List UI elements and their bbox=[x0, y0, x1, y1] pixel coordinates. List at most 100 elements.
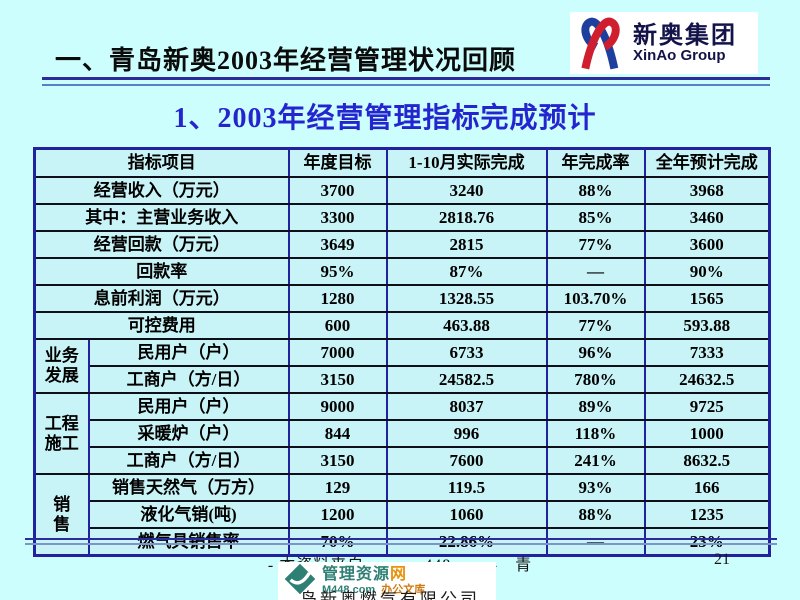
company-logo: 新奥集团 XinAo Group bbox=[570, 12, 758, 74]
indicator-label: 液化气销(吨) bbox=[87, 500, 290, 529]
table-cell: 103.70% bbox=[545, 284, 646, 313]
table-cell: 996 bbox=[385, 419, 548, 448]
table-cell: 1060 bbox=[385, 500, 548, 529]
watermark-badge: 管理资源网 M448.com 办公文库 bbox=[278, 562, 496, 600]
table-cell: 1280 bbox=[287, 284, 388, 313]
table-cell: 593.88 bbox=[643, 311, 771, 340]
table-cell: 2815 bbox=[385, 230, 548, 259]
table-cell: 9725 bbox=[643, 392, 771, 421]
table-cell: 89% bbox=[545, 392, 646, 421]
table-cell: 24632.5 bbox=[643, 365, 771, 394]
table-row: 液化气销(吨) 1200 1060 88% 1235 bbox=[35, 500, 771, 529]
table-cell: 88% bbox=[545, 500, 646, 529]
table-cell: 1565 bbox=[643, 284, 771, 313]
table-row: 工商户（方/日） 3150 24582.5 780% 24632.5 bbox=[35, 365, 771, 394]
watermark-domain: M448.com bbox=[322, 583, 376, 596]
section-subtitle: 1、2003年经营管理指标完成预计 bbox=[173, 103, 597, 134]
table-row: 业务 发展 民用户（户） 7000 6733 96% 7333 bbox=[33, 338, 771, 394]
table-cell: 9000 bbox=[287, 392, 388, 421]
indicator-label: 民用户（户） bbox=[87, 338, 290, 367]
table-cell: 24582.5 bbox=[385, 365, 548, 394]
table-cell: 1200 bbox=[287, 500, 388, 529]
watermark-domain-line: M448.com 办公文库 bbox=[322, 584, 425, 596]
table-row: 可控费用 600 463.88 77% 593.88 bbox=[33, 311, 771, 340]
column-header: 1-10月实际完成 bbox=[385, 147, 548, 178]
title-underline-primary bbox=[42, 77, 770, 80]
watermark-text-block: 管理资源网 M448.com 办公文库 bbox=[322, 566, 425, 596]
table-cell: 70% bbox=[287, 527, 388, 557]
indicator-label: 民用户（户） bbox=[87, 392, 290, 421]
logo-name-en: XinAo Group bbox=[633, 46, 726, 64]
table-row: 工程 施工 民用户（户） 9000 8037 89% 9725 bbox=[33, 392, 771, 475]
table-cell: 780% bbox=[545, 365, 646, 394]
watermark-net-icon: 网 bbox=[390, 566, 408, 584]
table-cell: 3150 bbox=[287, 365, 388, 394]
watermark-site-name-main: 管理资源 bbox=[322, 566, 391, 584]
table-cell: 3300 bbox=[287, 203, 388, 232]
table-cell: 844 bbox=[287, 419, 388, 448]
table-cell: 600 bbox=[287, 311, 388, 340]
indicator-label: 经营收入（万元） bbox=[33, 176, 290, 205]
column-header: 年度目标 bbox=[287, 147, 388, 178]
column-header: 全年预计完成 bbox=[643, 147, 771, 178]
ribbon-logo-icon bbox=[576, 12, 628, 75]
table-cell: 90% bbox=[643, 257, 771, 286]
table-row: 销 售销售天然气（万方） 129 119.5 93% 166 bbox=[33, 473, 771, 557]
table-cell: 77% bbox=[545, 311, 646, 340]
table-row: 其中：主营业务收入 3300 2818.76 85% 3460 bbox=[33, 203, 771, 232]
table-cell: 23% bbox=[643, 527, 771, 557]
table-row: 工商户（方/日） 3150 7600 241% 8632.5 bbox=[35, 446, 771, 475]
table-cell: 1000 bbox=[643, 419, 771, 448]
table-cell: 119.5 bbox=[385, 473, 548, 502]
indicator-label: 工商户（方/日） bbox=[87, 365, 290, 394]
table-cell: 1328.55 bbox=[385, 284, 548, 313]
watermark-site-name: 管理资源网 bbox=[322, 566, 425, 584]
table-cell: 3150 bbox=[287, 446, 388, 475]
table-cell: 3700 bbox=[287, 176, 388, 205]
column-header: 指标项目 bbox=[33, 147, 290, 178]
table-cell: 96% bbox=[545, 338, 646, 367]
logo-name-cn: 新奥集团 bbox=[633, 21, 737, 49]
row-group-label: 工程 施工 bbox=[33, 392, 90, 475]
table-cell: 8632.5 bbox=[643, 446, 771, 475]
table-cell: — bbox=[545, 257, 646, 286]
indicator-label: 其中：主营业务收入 bbox=[33, 203, 290, 232]
table-cell: 3240 bbox=[385, 176, 548, 205]
table-cell: 85% bbox=[545, 203, 646, 232]
table-cell: 3460 bbox=[643, 203, 771, 232]
table-cell: 118% bbox=[545, 419, 646, 448]
indicator-label: 工商户（方/日） bbox=[87, 446, 290, 475]
table-cell: 463.88 bbox=[385, 311, 548, 340]
table-cell: 6733 bbox=[385, 338, 548, 367]
table-cell: 8037 bbox=[385, 392, 548, 421]
watermark-tagline: 办公文库 bbox=[381, 583, 426, 596]
table-row: 息前利润（万元） 1280 1328.55 103.70% 1565 bbox=[33, 284, 771, 313]
title-underline-secondary bbox=[42, 84, 770, 86]
table-cell: 2818.76 bbox=[385, 203, 548, 232]
page-title: 一、青岛新奥2003年经营管理状况回顾 bbox=[55, 46, 517, 75]
table-cell: 1235 bbox=[643, 500, 771, 529]
logo-text-block: 新奥集团 XinAo Group bbox=[633, 21, 737, 64]
indicator-label: 经营回款（万元） bbox=[33, 230, 290, 259]
table-cell: 7600 bbox=[385, 446, 548, 475]
table-cell: 129 bbox=[287, 473, 388, 502]
table-row: 经营回款（万元） 3649 2815 77% 3600 bbox=[33, 230, 771, 259]
indicator-label: 息前利润（万元） bbox=[33, 284, 290, 313]
column-header: 年完成率 bbox=[545, 147, 646, 178]
footer-rule-secondary bbox=[25, 543, 777, 545]
table-cell: 93% bbox=[545, 473, 646, 502]
indicator-label: 销售天然气（万方） bbox=[87, 473, 290, 502]
table-cell: 7000 bbox=[287, 338, 388, 367]
table-row: 经营收入（万元） 3700 3240 88% 3968 bbox=[33, 176, 771, 205]
table-cell: 95% bbox=[287, 257, 388, 286]
table-cell: 7333 bbox=[643, 338, 771, 367]
company-name-cutoff: 岛新奥燃气有限公司 bbox=[300, 590, 480, 600]
indicator-label: 采暖炉（户） bbox=[87, 419, 290, 448]
indicators-table: 指标项目 年度目标 1-10月实际完成 年完成率 全年预计完成 经营收入（万元） 3700 3… bbox=[33, 147, 771, 557]
watermark-diamond-icon bbox=[283, 562, 317, 600]
table-cell: 22.86% bbox=[385, 527, 548, 557]
table-cell: 3600 bbox=[643, 230, 771, 259]
page-number: 21 bbox=[714, 551, 730, 568]
indicator-label: 燃气具销售率 bbox=[87, 527, 290, 557]
